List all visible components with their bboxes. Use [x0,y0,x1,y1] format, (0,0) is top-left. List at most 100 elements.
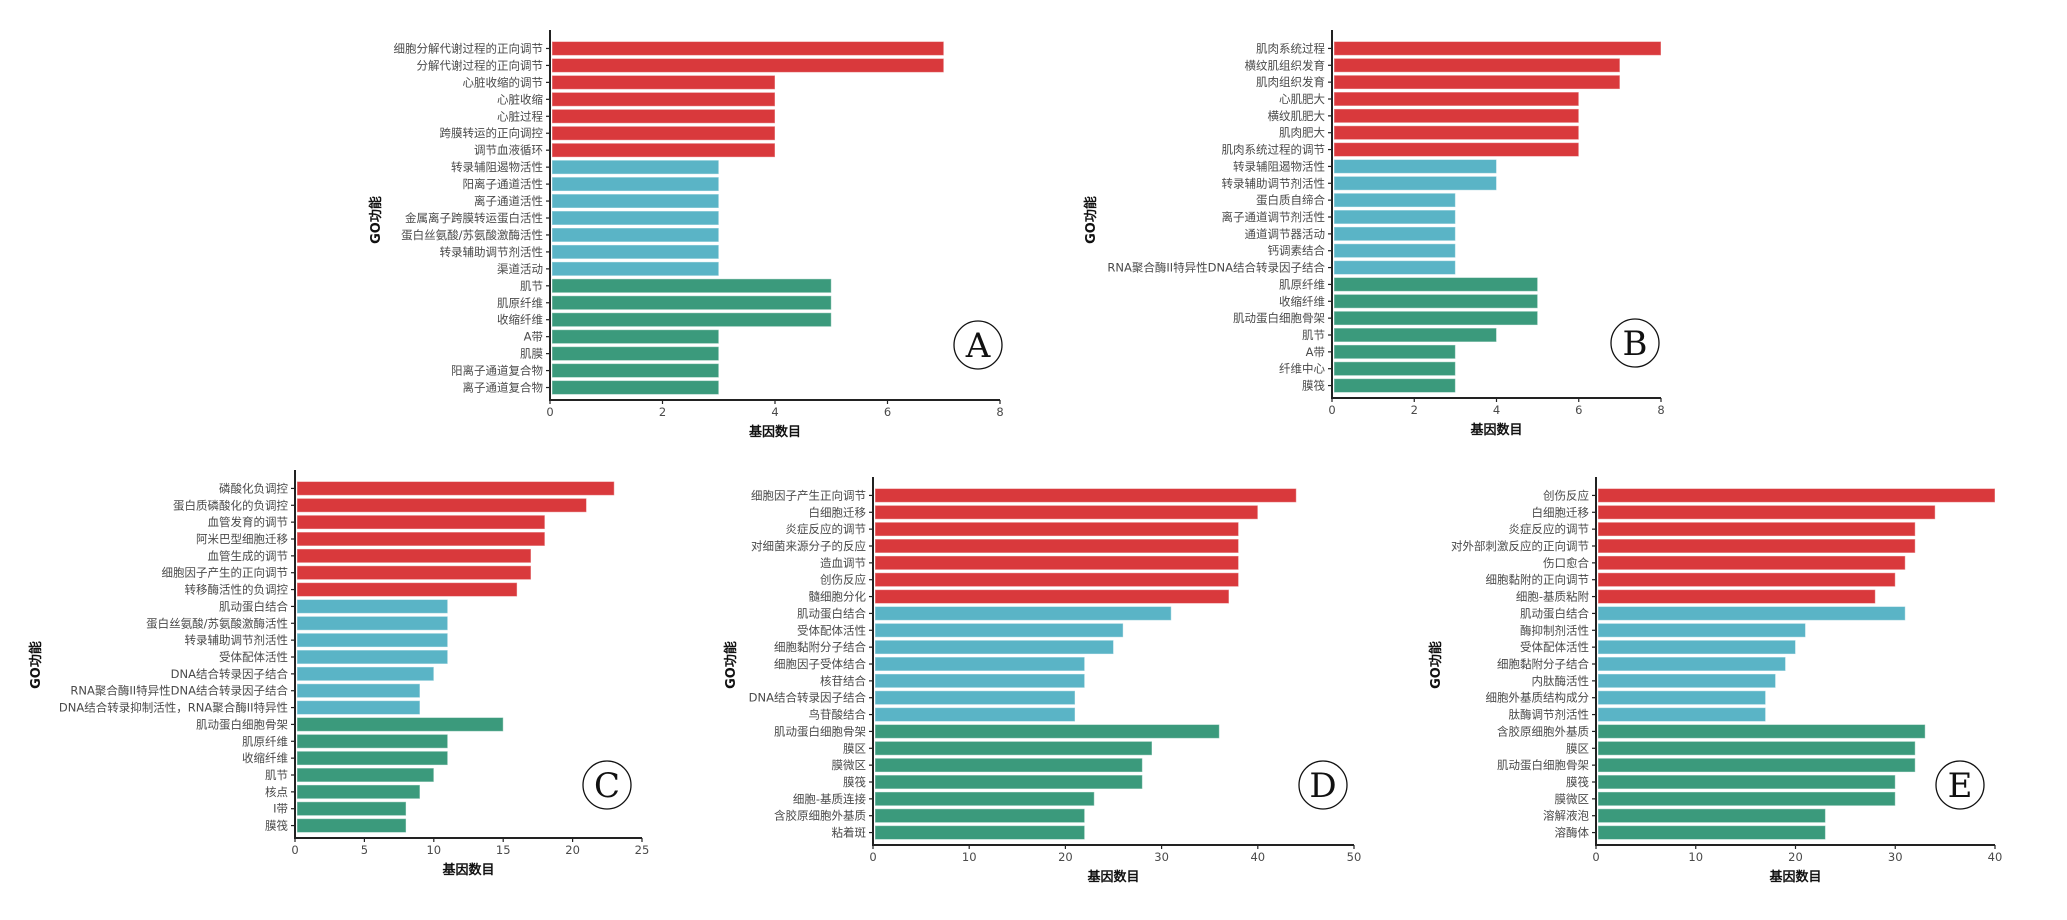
category-label: 膜筏 [843,775,866,789]
bar [874,707,1076,722]
category-label: 肌原纤维 [497,296,543,310]
category-label: RNA聚合酶II特异性DNA结合转录因子结合 [1107,261,1325,275]
x-tick-label: 0 [869,850,876,864]
category-label: 收缩纤维 [1279,294,1325,308]
bar [1597,656,1787,672]
panel-letter-circle [1610,318,1660,368]
bar [296,818,407,833]
bar [551,41,945,56]
category-label: 造血调节 [820,556,866,570]
bar [1333,310,1539,326]
category-label: 细胞因子产生正向调节 [751,488,866,502]
category-label: 分解代谢过程的正向调节 [417,58,544,72]
category-label: 蛋白质磷酸化的负调控 [173,498,288,512]
x-tick-label: 8 [996,405,1003,419]
bar [874,606,1172,621]
category-label: 转录辅助调节剂活性 [440,245,544,259]
bar [874,808,1086,824]
category-label: 细胞-基质连接 [793,792,867,806]
x-tick-label: 0 [1328,403,1335,417]
category-label: 肌动蛋白结合 [1520,606,1589,620]
panel-letter: C [594,766,620,806]
bar [551,57,945,73]
bar [1333,192,1456,208]
category-label: 肌动蛋白细胞骨架 [1497,758,1589,772]
bar [1597,757,1916,773]
x-axis-title: 基因数目 [441,862,494,878]
x-axis-title: 基因数目 [1768,869,1821,885]
category-label: 渠道活动 [497,262,543,276]
bar [296,683,421,699]
category-label: 细胞黏附的正向调节 [1486,573,1590,587]
bar [874,724,1220,739]
bar [874,538,1240,554]
category-label: 肌节 [520,279,543,293]
x-tick-label: 40 [1250,850,1265,864]
bar [874,572,1240,588]
bar [551,312,832,328]
category-label: I带 [273,802,288,816]
category-label: RNA聚合酶II特异性DNA结合转录因子结合 [70,684,288,698]
bar [1333,344,1456,360]
category-label: 膜区 [843,741,866,755]
category-label: 核苷结合 [820,674,866,688]
category-label: 转录辅阻遏物活性 [1233,159,1325,173]
category-label: 酶抑制剂活性 [1520,623,1589,637]
x-tick-label: 25 [635,843,650,857]
category-label: 内肽酶活性 [1532,674,1590,688]
category-label: 心脏收缩 [497,92,543,106]
bar [551,295,832,311]
bar [296,481,615,496]
bar [1597,521,1916,537]
panel-letter: A [965,326,991,366]
bar [1333,74,1621,90]
category-label: 细胞外基质结构成分 [1486,691,1590,705]
category-label: 白细胞迁移 [809,505,867,519]
category-label: 溶解液泡 [1543,809,1589,823]
category-label: 心肌肥大 [1279,92,1325,106]
bar [1597,740,1916,756]
bar [551,346,720,362]
x-tick-label: 15 [496,843,511,857]
bar [296,615,449,631]
category-label: 创伤反应 [820,573,866,587]
bar [1333,243,1456,259]
category-label: 膜区 [1566,741,1589,755]
bar [1597,825,1826,840]
category-label: 受体配体活性 [1520,640,1589,654]
category-label: 肌动蛋白细胞骨架 [1233,311,1325,325]
bar [551,278,832,294]
bar [1597,639,1796,655]
bar [874,656,1086,672]
category-label: 蛋白质自缔合 [1256,193,1325,207]
bar [551,193,720,209]
bar [551,244,720,260]
bar [296,700,421,715]
bar [1597,791,1896,807]
category-label: 炎症反应的调节 [786,522,867,536]
x-tick-label: 50 [1347,850,1362,864]
bar [874,521,1240,537]
bar [874,791,1095,807]
category-label: 收缩纤维 [242,751,288,765]
bar [874,690,1076,706]
category-label: 白细胞迁移 [1532,505,1590,519]
category-label: 转录辅助调节剂活性 [185,633,289,647]
bar [551,125,776,141]
bar [296,767,435,783]
y-axis-title: GO功能 [1428,641,1444,689]
bar [1597,673,1777,689]
category-label: 血管发育的调节 [208,515,289,529]
bar [296,666,435,682]
panel-c: 磷酸化负调控蛋白质磷酸化的负调控血管发育的调节阿米巴型细胞迁移血管生成的调节细胞… [28,470,649,878]
x-tick-label: 20 [565,843,580,857]
x-tick-label: 6 [1575,403,1582,417]
bar [1333,108,1580,124]
x-tick-label: 5 [361,843,368,857]
bar [551,261,720,277]
x-tick-label: 0 [546,405,553,419]
bar [1597,606,1906,621]
x-tick-label: 10 [962,850,977,864]
bar [874,639,1114,655]
category-label: 肌原纤维 [1279,277,1325,291]
